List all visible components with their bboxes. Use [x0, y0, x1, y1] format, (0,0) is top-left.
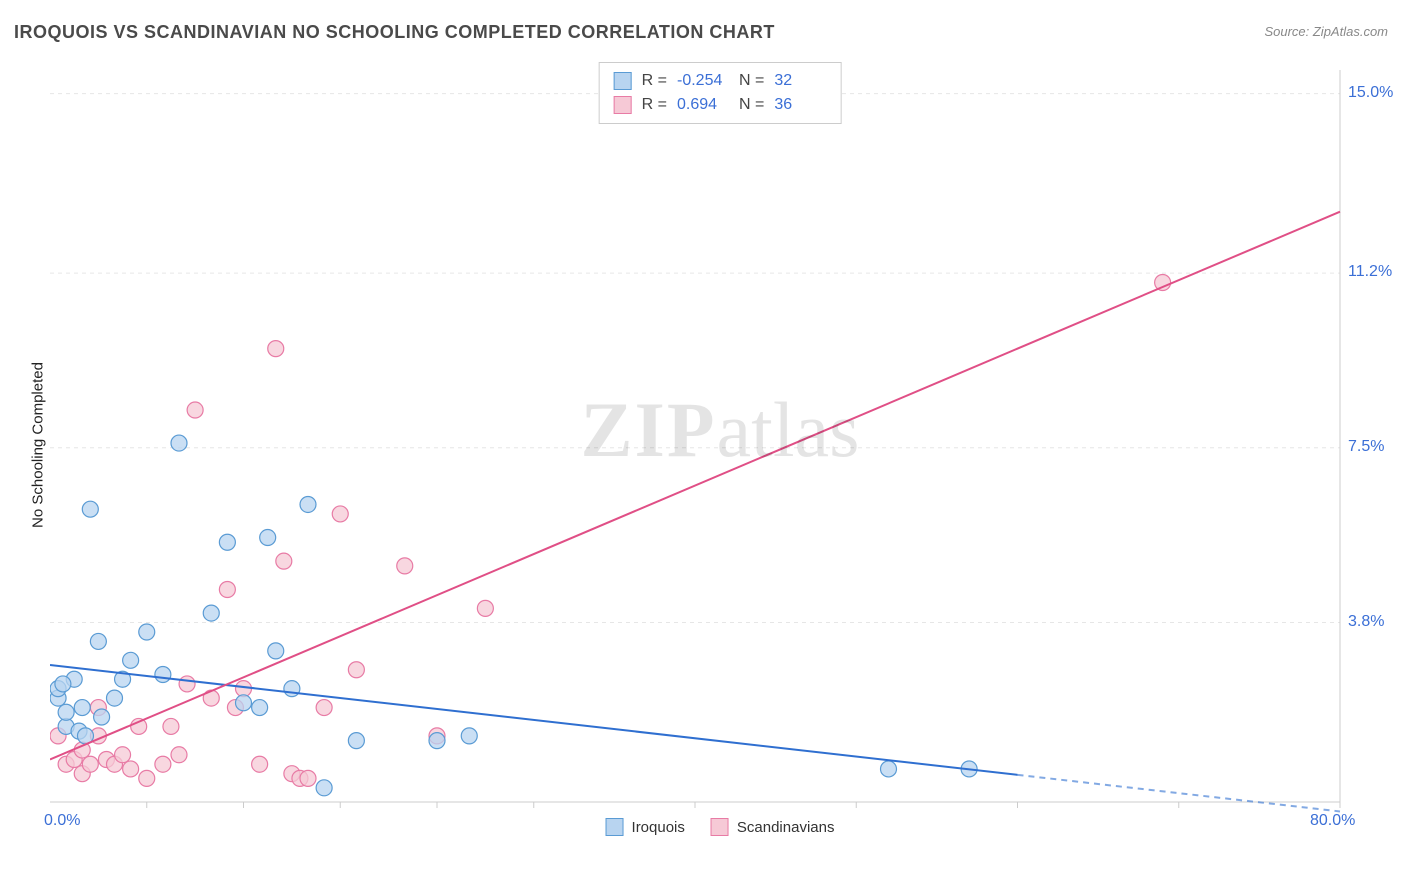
r-label: R =	[642, 72, 667, 90]
y-axis-label: No Schooling Completed	[30, 362, 47, 528]
x-tick-label: 0.0%	[44, 812, 80, 830]
y-tick-label: 3.8%	[1348, 613, 1394, 631]
n-label: N =	[739, 96, 764, 114]
swatch-scandinavians	[711, 818, 729, 836]
legend-label: Iroquois	[632, 819, 685, 836]
y-tick-label: 15.0%	[1348, 84, 1394, 102]
chart-title: IROQUOIS VS SCANDINAVIAN NO SCHOOLING CO…	[14, 22, 775, 43]
stats-legend: R = -0.254 N = 32 R = 0.694 N = 36	[599, 62, 842, 124]
legend-item-iroquois: Iroquois	[606, 818, 685, 836]
y-tick-label: 11.2%	[1348, 263, 1394, 281]
stats-row-scandinavians: R = 0.694 N = 36	[614, 93, 827, 117]
chart-area: No Schooling Completed ZIPatlas R = -0.2…	[50, 60, 1390, 830]
swatch-iroquois	[606, 818, 624, 836]
series-legend: Iroquois Scandinavians	[606, 818, 835, 836]
swatch-scandinavians	[614, 96, 632, 114]
y-tick-label: 7.5%	[1348, 438, 1394, 456]
legend-label: Scandinavians	[737, 819, 835, 836]
n-value: 32	[774, 72, 826, 90]
swatch-iroquois	[614, 72, 632, 90]
source-credit: Source: ZipAtlas.com	[1264, 24, 1388, 39]
n-value: 36	[774, 96, 826, 114]
x-tick-label: 80.0%	[1310, 812, 1355, 830]
scatter-plot	[50, 60, 1390, 830]
stats-row-iroquois: R = -0.254 N = 32	[614, 69, 827, 93]
r-value: 0.694	[677, 96, 729, 114]
r-value: -0.254	[677, 72, 729, 90]
r-label: R =	[642, 96, 667, 114]
legend-item-scandinavians: Scandinavians	[711, 818, 835, 836]
n-label: N =	[739, 72, 764, 90]
